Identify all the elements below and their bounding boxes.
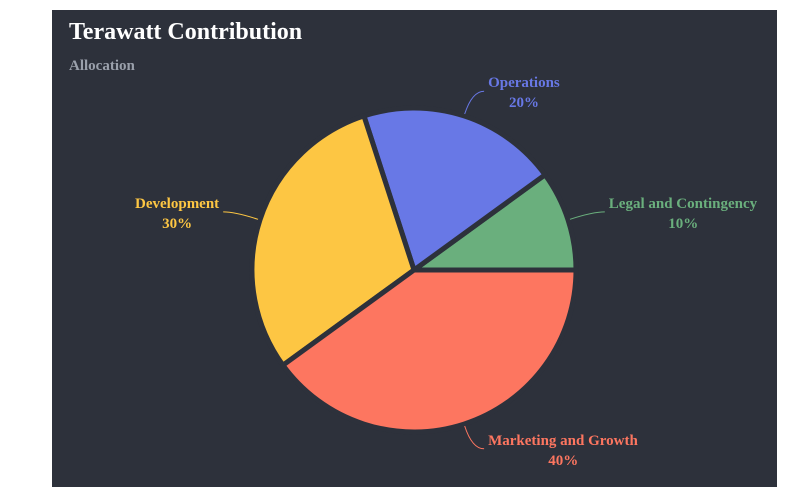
slice-label: Legal and Contingency	[609, 196, 758, 212]
chart-title: Terawatt Contribution	[69, 19, 303, 45]
slice-label: Marketing and Growth	[488, 433, 638, 449]
slice-value-label: 30%	[162, 216, 192, 232]
leader-line	[464, 425, 485, 450]
pie-slice-legal-and-contingency[interactable]	[411, 172, 579, 273]
pie-slice-operations[interactable]	[361, 105, 548, 273]
slice-value-label: 10%	[668, 216, 698, 232]
leader-line	[464, 90, 485, 115]
slice-value-label: 20%	[509, 95, 539, 111]
leader-line	[569, 211, 605, 220]
slice-value-label: 40%	[548, 453, 578, 469]
chart-card: Terawatt Contribution Allocation Legal a…	[52, 10, 777, 487]
pie-chart: Legal and Contingency 10% Operations 20% Dev…	[135, 75, 758, 469]
slice-label: Development	[135, 196, 219, 212]
slice-label: Operations	[488, 75, 560, 91]
leader-line	[223, 211, 259, 220]
pie-slice-marketing-and-growth[interactable]	[280, 267, 579, 435]
chart-subtitle: Allocation	[69, 58, 135, 74]
pie-slice-development[interactable]	[249, 113, 417, 368]
